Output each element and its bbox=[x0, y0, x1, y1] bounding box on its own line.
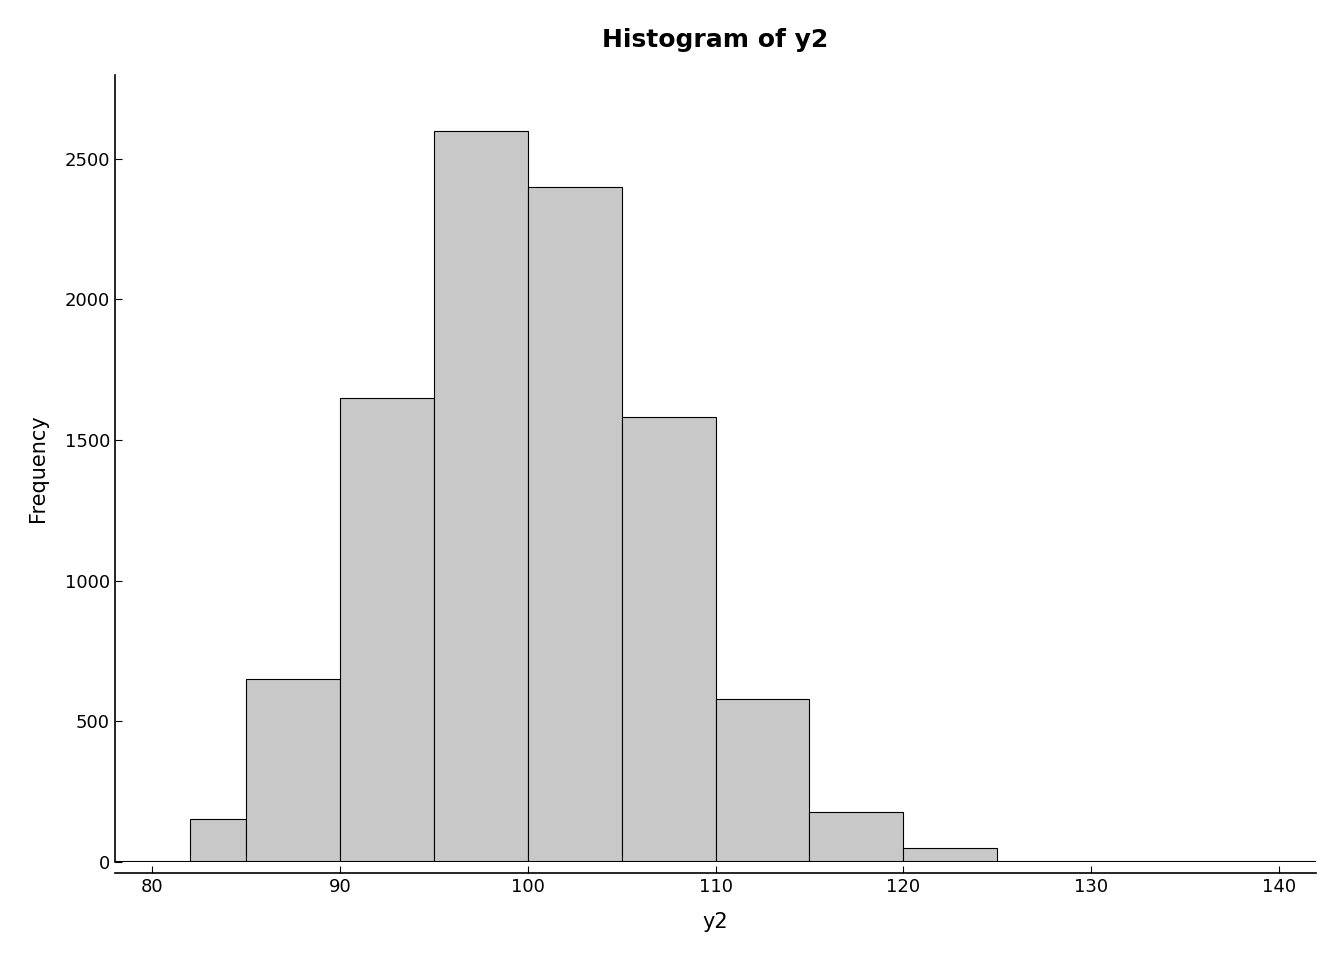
Bar bbox=[903, 848, 997, 861]
Bar bbox=[528, 187, 622, 861]
Title: Histogram of y2: Histogram of y2 bbox=[602, 28, 829, 52]
Bar bbox=[715, 699, 809, 861]
X-axis label: y2: y2 bbox=[703, 912, 728, 932]
Bar bbox=[340, 397, 434, 861]
Bar bbox=[809, 812, 903, 861]
Y-axis label: Frequency: Frequency bbox=[28, 414, 48, 522]
Bar bbox=[622, 418, 715, 861]
Bar bbox=[190, 820, 246, 861]
Bar bbox=[434, 131, 528, 861]
Bar bbox=[246, 679, 340, 861]
